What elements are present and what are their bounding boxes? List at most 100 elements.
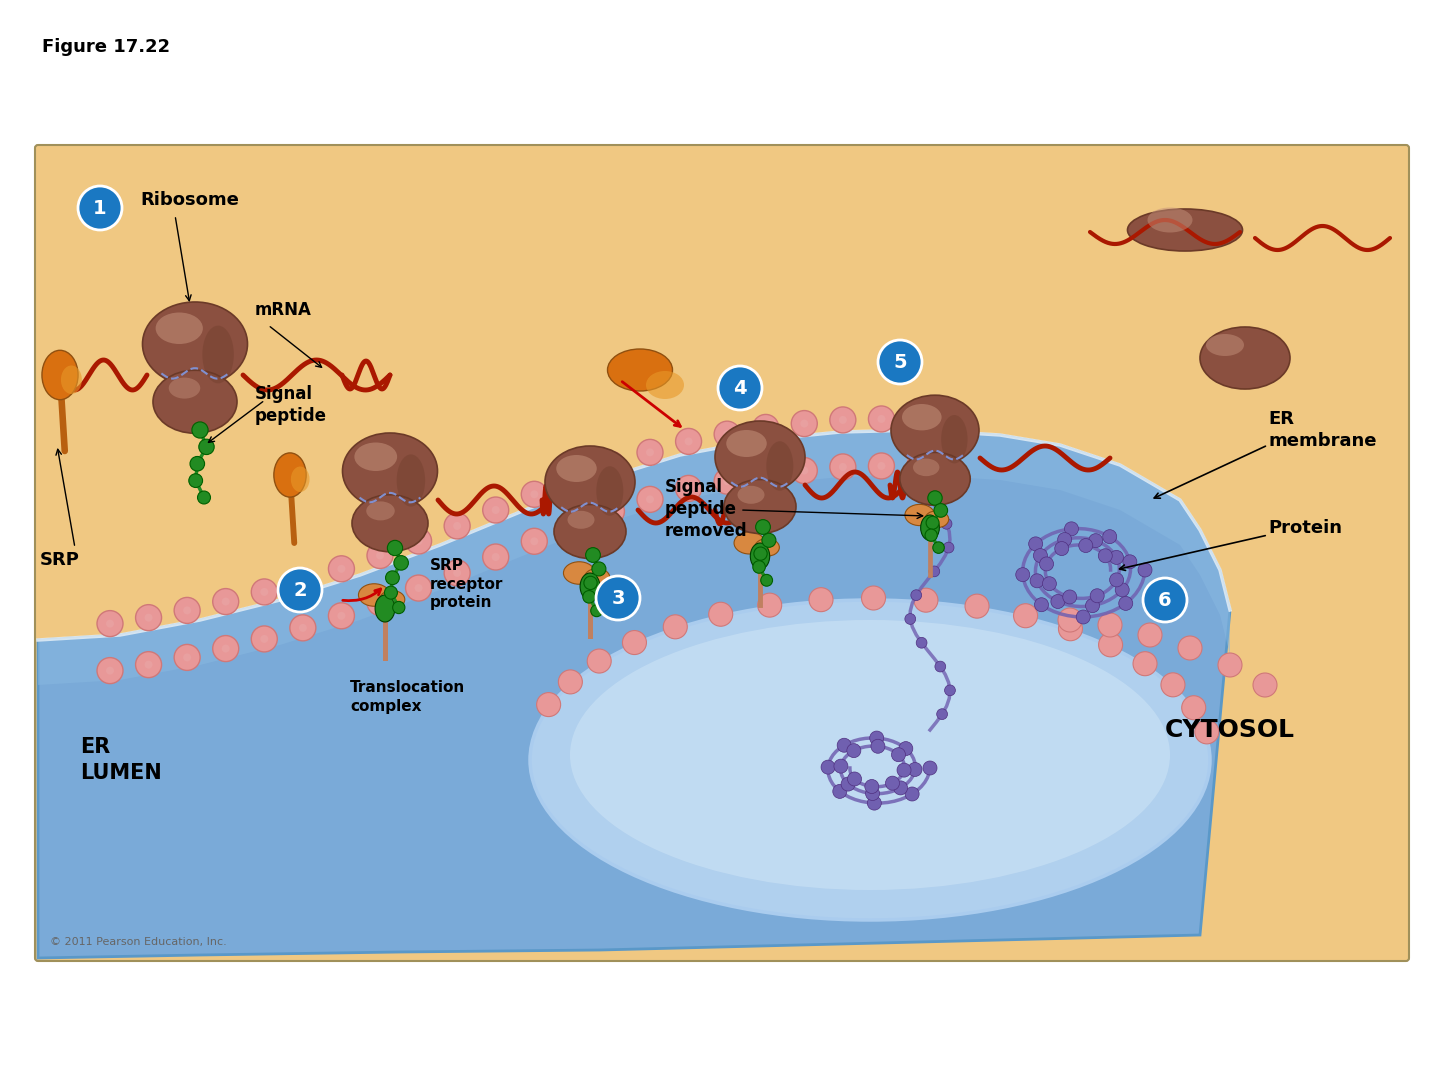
Ellipse shape [647,372,684,399]
Circle shape [1138,623,1162,647]
Circle shape [1195,720,1218,744]
Circle shape [590,605,602,617]
Circle shape [965,594,989,618]
Ellipse shape [924,511,949,528]
Circle shape [1064,522,1079,536]
Circle shape [647,496,654,503]
Circle shape [1133,651,1156,676]
Circle shape [927,490,942,505]
Circle shape [935,503,948,517]
Circle shape [393,602,405,613]
Circle shape [877,415,886,423]
Ellipse shape [354,443,397,471]
Circle shape [415,584,422,592]
Circle shape [840,463,847,471]
Circle shape [1028,537,1043,551]
Circle shape [894,781,907,795]
Circle shape [192,422,209,438]
Circle shape [599,451,625,477]
Circle shape [760,575,772,586]
Circle shape [945,685,955,696]
Circle shape [848,772,861,786]
Circle shape [801,419,808,428]
Ellipse shape [901,404,942,431]
Ellipse shape [608,349,672,391]
Ellipse shape [900,453,971,505]
Ellipse shape [596,467,624,516]
Circle shape [376,598,384,607]
Circle shape [222,645,230,652]
Circle shape [278,568,323,612]
Circle shape [415,537,422,545]
Circle shape [924,495,936,505]
Ellipse shape [942,415,968,463]
Circle shape [1057,532,1071,546]
Circle shape [622,631,647,654]
Circle shape [569,475,577,483]
Circle shape [933,542,945,553]
Circle shape [96,610,122,636]
Ellipse shape [143,302,248,386]
Circle shape [213,589,239,615]
Circle shape [865,780,878,794]
Circle shape [189,474,203,487]
Polygon shape [37,430,1230,685]
Circle shape [107,666,114,675]
Circle shape [107,620,114,627]
Circle shape [907,453,933,478]
Circle shape [834,759,848,773]
Ellipse shape [1207,334,1244,356]
Circle shape [719,366,762,410]
Circle shape [1043,577,1057,591]
Circle shape [943,542,953,553]
Circle shape [586,548,600,563]
Text: Figure 17.22: Figure 17.22 [42,38,170,56]
Circle shape [337,565,346,572]
Circle shape [762,534,776,548]
Circle shape [530,537,539,545]
Text: 3: 3 [611,589,625,607]
Circle shape [1119,596,1133,610]
Circle shape [213,635,239,662]
Circle shape [909,762,922,777]
Circle shape [1058,608,1081,632]
Circle shape [929,566,940,577]
Circle shape [300,577,307,585]
Text: SRP
receptor
protein: SRP receptor protein [431,558,504,610]
Circle shape [1090,589,1104,603]
Circle shape [714,421,740,447]
Circle shape [886,777,900,791]
Ellipse shape [750,543,769,569]
Circle shape [588,649,611,673]
Circle shape [491,507,500,514]
Ellipse shape [203,326,233,383]
Ellipse shape [42,350,78,400]
Circle shape [942,518,952,529]
Circle shape [832,784,847,798]
Ellipse shape [567,511,595,529]
Circle shape [829,454,855,480]
Ellipse shape [554,504,626,558]
Circle shape [801,467,808,474]
Circle shape [1103,529,1116,543]
Circle shape [1099,633,1123,657]
Circle shape [792,458,818,484]
Circle shape [1076,610,1090,624]
Circle shape [376,552,384,559]
Ellipse shape [1128,210,1243,251]
Circle shape [559,670,582,693]
Text: ER
membrane: ER membrane [1269,410,1377,450]
Circle shape [723,430,732,438]
Circle shape [1109,551,1123,565]
Circle shape [868,453,894,478]
Ellipse shape [920,515,939,540]
Circle shape [916,414,924,422]
Circle shape [406,528,432,554]
Circle shape [936,708,948,719]
Circle shape [222,597,230,606]
Circle shape [521,528,547,554]
Ellipse shape [1148,207,1192,232]
Circle shape [1138,563,1152,577]
Circle shape [583,577,598,590]
Circle shape [183,606,192,615]
